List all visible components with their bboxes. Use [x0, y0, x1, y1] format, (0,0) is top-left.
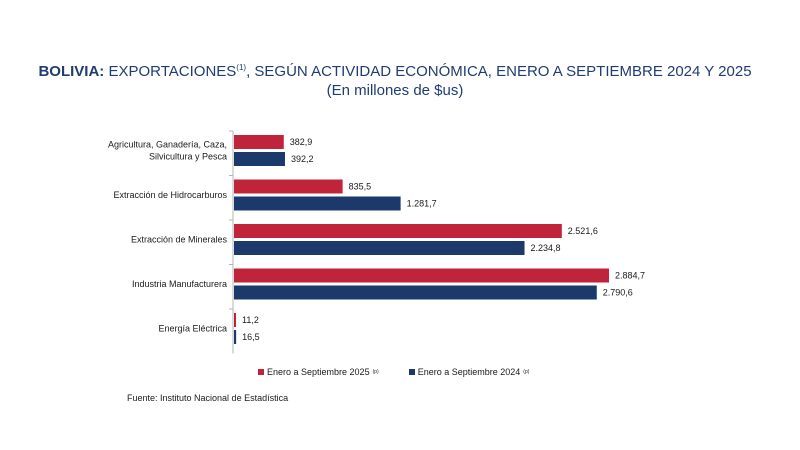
chart-title: BOLIVIA: EXPORTACIONES(1), SEGÚN ACTIVID…	[0, 62, 790, 81]
legend-label-2024: Enero a Septiembre 2024	[417, 367, 521, 377]
category-label: Energía Eléctrica	[158, 324, 227, 334]
bar-2024	[234, 330, 237, 344]
data-label: 392,2	[291, 154, 314, 164]
legend-item-2025: Enero a Septiembre 2025 (p)	[258, 367, 379, 377]
data-label: 382,9	[290, 137, 313, 147]
title-tail: , SEGÚN ACTIVIDAD ECONÓMICA, ENERO A SEP…	[246, 63, 752, 80]
bar-2024	[234, 285, 597, 300]
title-country: BOLIVIA:	[38, 63, 105, 80]
legend: Enero a Septiembre 2025 (p) Enero a Septi…	[258, 367, 529, 377]
legend-sup-2024: (p)	[523, 369, 530, 375]
data-label: 2.521,6	[568, 226, 598, 236]
category-label: Agricultura, Ganadería, Caza,	[108, 140, 227, 150]
data-label: 11,2	[242, 315, 259, 325]
data-label: 1.281,7	[407, 199, 437, 209]
category-label: Silvicultura y Pesca	[149, 152, 227, 162]
bar-2025	[234, 179, 343, 194]
title-main: EXPORTACIONES	[104, 63, 237, 80]
bar-2025	[234, 268, 610, 283]
bar-2025	[234, 313, 236, 327]
data-label: 835,5	[349, 182, 372, 192]
category-label: Extracción de Hidrocarburos	[113, 190, 227, 200]
bar-2024	[234, 196, 401, 211]
legend-item-2024: Enero a Septiembre 2024 (p)	[408, 367, 530, 377]
source-note: Fuente: Instituto Nacional de Estadístic…	[127, 393, 289, 403]
bar-2024	[234, 152, 285, 166]
data-label: 2.884,7	[615, 271, 645, 281]
data-label: 2.790,6	[603, 288, 633, 298]
chart-subtitle: (En millones de $us)	[326, 82, 464, 99]
legend-label-2025: Enero a Septiembre 2025	[267, 367, 370, 377]
bar-2025	[234, 224, 562, 238]
bar-2025	[234, 135, 284, 149]
data-label: 2.234,8	[531, 243, 561, 253]
title-footnote-mark: (1)	[236, 63, 247, 72]
category-label: Extracción de Minerales	[131, 235, 228, 245]
legend-swatch-2025	[258, 369, 264, 375]
legend-swatch-2024	[408, 369, 415, 375]
data-label: 16,5	[242, 332, 260, 342]
bar-2024	[234, 241, 525, 255]
legend-sup-2025: (p)	[372, 369, 379, 375]
category-label: Industria Manufacturera	[132, 279, 227, 289]
